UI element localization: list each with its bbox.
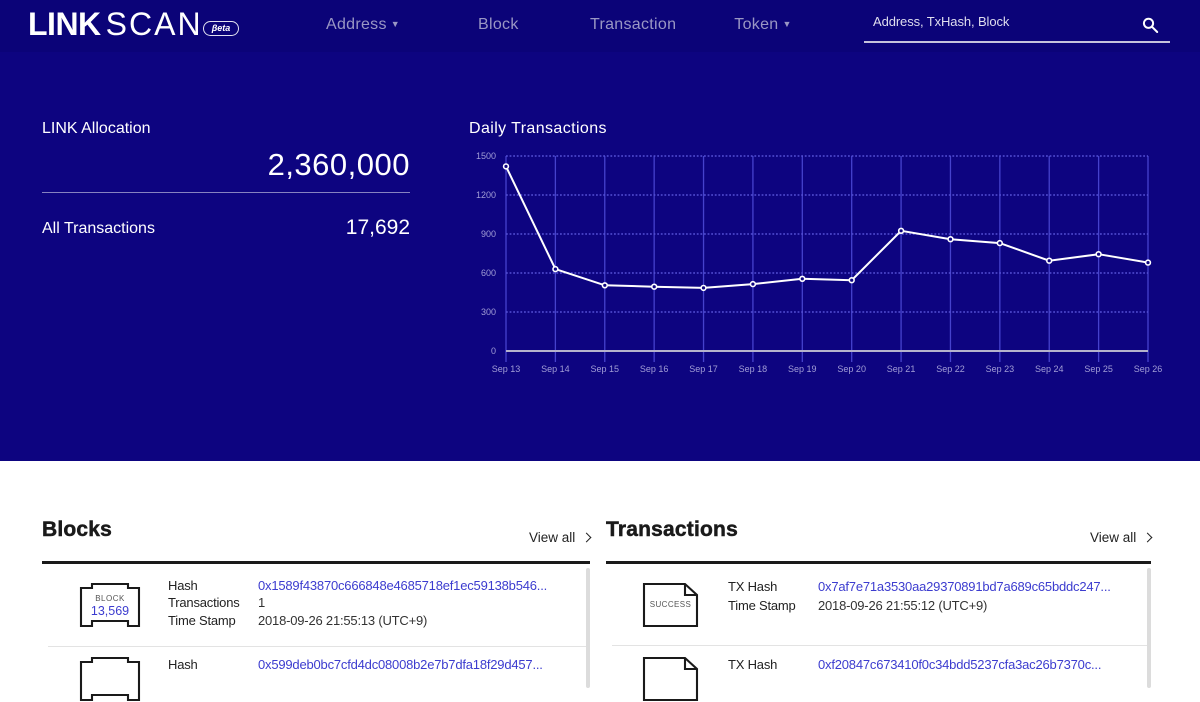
svg-text:Sep 18: Sep 18 (739, 364, 768, 374)
svg-text:900: 900 (481, 229, 496, 239)
svg-text:0: 0 (491, 346, 496, 356)
svg-text:Sep 14: Sep 14 (541, 364, 570, 374)
svg-text:Sep 17: Sep 17 (689, 364, 718, 374)
svg-text:Sep 23: Sep 23 (986, 364, 1015, 374)
svg-text:Sep 16: Sep 16 (640, 364, 669, 374)
svg-text:Sep 26: Sep 26 (1134, 364, 1163, 374)
svg-text:Sep 20: Sep 20 (837, 364, 866, 374)
svg-text:1500: 1500 (476, 151, 496, 161)
svg-text:Sep 15: Sep 15 (591, 364, 620, 374)
svg-text:Sep 22: Sep 22 (936, 364, 965, 374)
svg-text:Sep 13: Sep 13 (492, 364, 521, 374)
svg-text:300: 300 (481, 307, 496, 317)
svg-text:Sep 25: Sep 25 (1084, 364, 1113, 374)
svg-text:Sep 24: Sep 24 (1035, 364, 1064, 374)
svg-text:600: 600 (481, 268, 496, 278)
svg-text:Sep 21: Sep 21 (887, 364, 916, 374)
svg-text:Sep 19: Sep 19 (788, 364, 817, 374)
svg-text:1200: 1200 (476, 190, 496, 200)
